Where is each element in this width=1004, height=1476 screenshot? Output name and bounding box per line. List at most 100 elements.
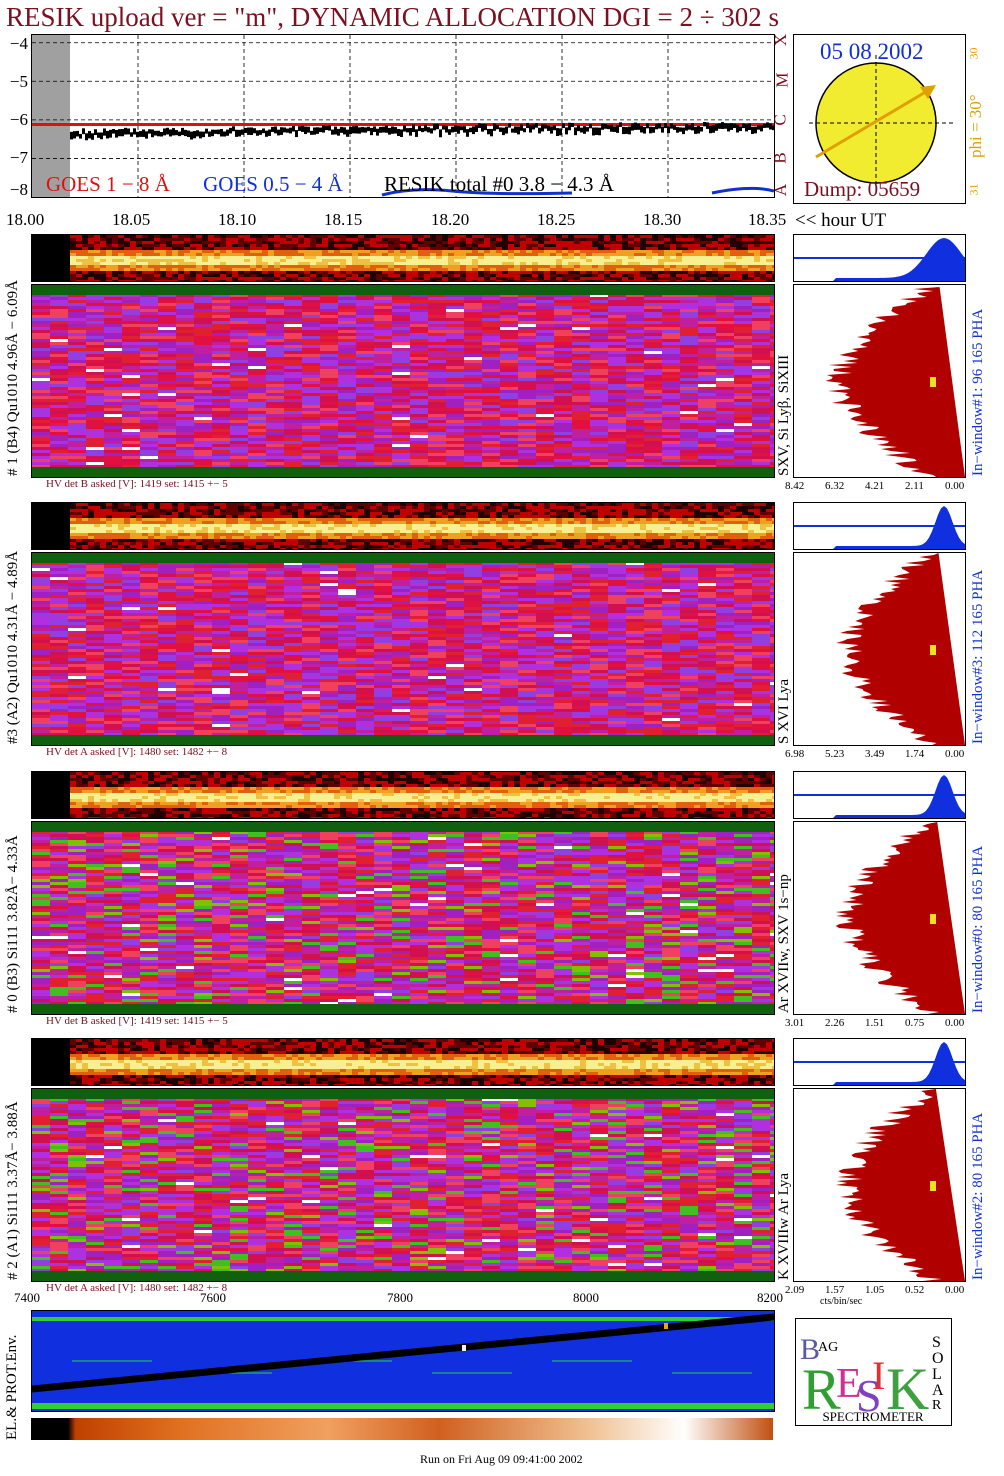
panel-line-id: Ar XVIIw, SXV 1s−np: [776, 874, 792, 1013]
logo-letter: R: [932, 1398, 942, 1413]
time-tick: 18.15: [324, 210, 363, 229]
panel-line-id: S XVI Lya: [776, 679, 792, 744]
env-tick: 8200: [757, 1290, 783, 1305]
hist-xtick: 1.05: [865, 1284, 885, 1296]
spectrum-heatmap: [31, 821, 775, 1015]
chart-title: RESIK upload ver = "m", DYNAMIC ALLOCATI…: [6, 2, 780, 32]
goes-class-letters: X M C B A: [771, 30, 793, 200]
legend-goes-1-8: GOES 1 − 8 Å: [46, 172, 170, 196]
hist-xtick: 2.11: [905, 480, 924, 492]
class-letter: M: [772, 72, 792, 88]
histogram-panel: [793, 552, 966, 746]
time-axis-label: << hour UT: [795, 210, 887, 231]
panel-window: In−window#1: 96 165 PHA: [970, 308, 986, 476]
spectrum-strip-plot: [32, 772, 774, 818]
env-tick: 7400: [14, 1290, 40, 1305]
time-tick: 18.30: [643, 210, 682, 229]
histogram-panel: [793, 821, 966, 1015]
goes-plot: [32, 35, 774, 197]
goes-ytick: −8: [9, 180, 28, 199]
logo-letter: O: [932, 1350, 944, 1367]
goes-ytick: −7: [9, 148, 28, 167]
panel-label: # 0 (B3) Si111 3.82Å− 4.33Å: [5, 835, 21, 1013]
logo-letter: S: [932, 1334, 941, 1351]
pha-panel: [793, 234, 966, 282]
hist-xtick: 6.98: [785, 748, 805, 760]
hist-xtick: 2.09: [785, 1284, 805, 1296]
panel-line-id: K XVIIIw Ar Lya: [776, 1172, 792, 1280]
class-letter: B: [770, 152, 790, 164]
sun-phi-arrow: [815, 85, 935, 159]
class-letter: A: [771, 183, 791, 197]
goes-panel: [31, 34, 775, 198]
env-axis: 7400 7600 7800 8000 8200: [0, 1290, 790, 1310]
time-tick: 18.20: [431, 210, 470, 229]
logo-letter: K: [886, 1356, 929, 1422]
spectrum-strip: [31, 502, 775, 550]
logo-letter: AG: [818, 1340, 838, 1355]
goes-ytick: −4: [9, 34, 28, 53]
pha-panel: [793, 771, 966, 819]
panel-line-id: SXV, Si Lyβ, SiXIII: [776, 354, 792, 476]
sun-arrow-head: [920, 85, 936, 99]
time-tick: 18.35: [748, 210, 787, 229]
histogram-plot: [825, 285, 965, 477]
histogram-plot: [836, 553, 965, 745]
env-tick: 7600: [200, 1290, 226, 1305]
pha-plot: [794, 775, 965, 818]
logo-letter: E: [836, 1361, 862, 1407]
histogram-plot: [835, 822, 965, 1014]
pha-panel: [793, 1038, 966, 1086]
pha-panel: [793, 502, 966, 550]
sun-scale-top: 30: [966, 47, 981, 60]
hist-xlabel: cts/bin/sec: [820, 1296, 863, 1307]
hist-xtick: 5.23: [825, 748, 845, 760]
goes-05-4-line: [381, 188, 573, 197]
hist-xtick: 1.74: [905, 748, 925, 760]
goes-ytick: −5: [9, 72, 28, 91]
spectrum-strip: [31, 1038, 775, 1086]
time-tick: 18.10: [218, 210, 257, 229]
hist-xtick: 0.52: [905, 1284, 925, 1296]
sun-date: 05 08 2002: [820, 39, 924, 64]
panel-label: #3 (A2) Qu1010 4.31Å − 4.89Å: [5, 550, 21, 744]
spectrum-heatmap: [31, 1088, 775, 1282]
pha-plot: [794, 506, 965, 549]
env-tick: 7800: [387, 1290, 413, 1305]
hist-xtick: 0.00: [945, 1017, 965, 1029]
sun-scale-bottom: 31: [966, 183, 981, 196]
panel-label: # 2 (A1) Si111 3.37Å− 3.88Å: [5, 1101, 21, 1280]
env-colorbar: [31, 1418, 773, 1440]
panel-hv: HV det B asked [V]: 1419 set: 1415 +− 5: [46, 1015, 228, 1027]
hist-xtick: 8.42: [785, 480, 805, 492]
spectrum-strip-plot: [32, 235, 774, 281]
panel-hv: HV det A asked [V]: 1480 set: 1482 +− 8: [46, 1282, 228, 1294]
legend-goes-05-4: GOES 0.5 − 4 Å: [203, 172, 343, 196]
hist-xtick: 0.00: [945, 480, 965, 492]
hist-xtick: 3.01: [785, 1017, 805, 1029]
spectrum-heatmap-plot: [32, 285, 774, 477]
time-tick: 18.05: [112, 210, 151, 229]
logo-letter: A: [932, 1382, 944, 1399]
dump-number: Dump: 05659: [804, 177, 921, 201]
env-tick: 8000: [573, 1290, 599, 1305]
hist-xtick: 0.00: [945, 1284, 965, 1296]
spectrum-heatmap-plot: [32, 1089, 774, 1281]
class-letter: C: [770, 114, 790, 126]
sun-phi: phi = 30°: [966, 94, 985, 158]
hist-xtick: 4.21: [865, 480, 885, 492]
logo-letter: B: [800, 1333, 820, 1366]
hist-xtick: 0.00: [945, 748, 965, 760]
spectrum-heatmap-plot: [32, 822, 774, 1014]
spectrum-strip: [31, 771, 775, 819]
logo-letter: R: [802, 1357, 841, 1422]
hist-xtick: 2.26: [825, 1017, 845, 1029]
hist-xtick: 1.57: [825, 1284, 845, 1296]
panel-hv: HV det B asked [V]: 1419 set: 1415 +− 5: [46, 478, 228, 490]
spectrum-strip: [31, 234, 775, 282]
sun-drawing: [809, 55, 954, 185]
histogram-panel: [793, 284, 966, 478]
env-panel: [31, 1310, 775, 1412]
env-ylabel: EL.& PROT.Env.: [4, 1334, 20, 1440]
goes-legend: GOES 1 − 8 Å GOES 0.5 − 4 Å RESIK total …: [46, 172, 614, 197]
